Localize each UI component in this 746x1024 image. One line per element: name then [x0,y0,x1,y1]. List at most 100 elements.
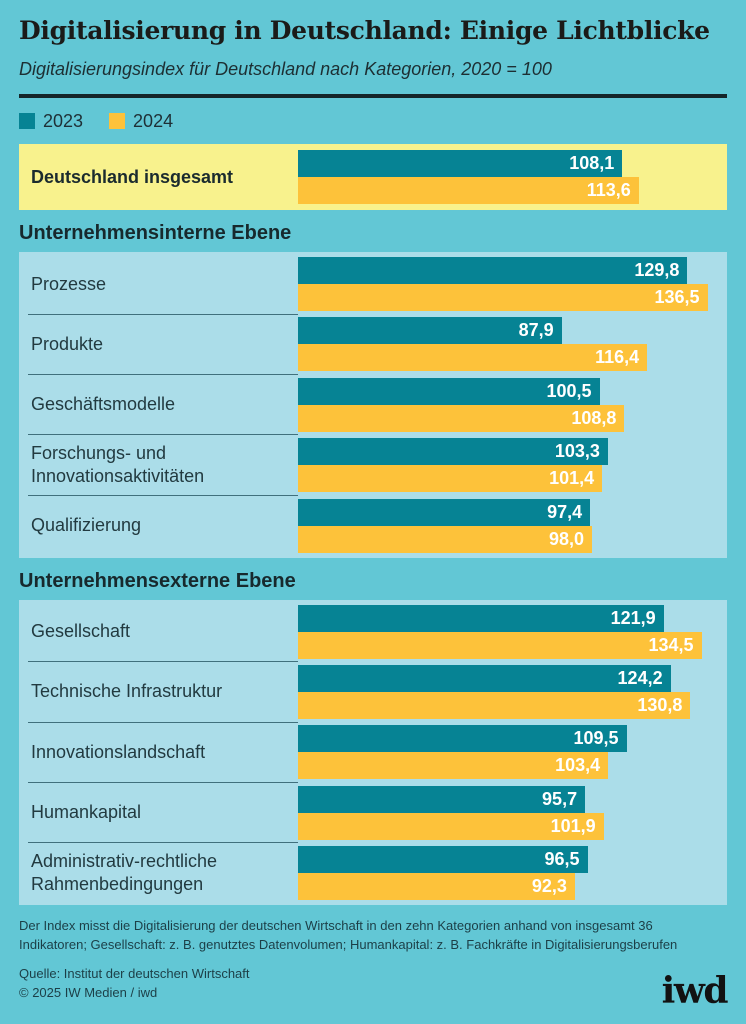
bar-2023: 108,1 [298,150,623,177]
bar-2024: 113,6 [298,177,639,204]
bar-2024: 98,0 [298,525,592,553]
row-separator [28,434,298,436]
bar-value-label: 136,5 [654,287,700,307]
bar-2023: 87,9 [298,317,562,345]
bar-stack: 109,5 103,4 [298,725,627,780]
page-title: Digitalisierung in Deutschland: Einige L… [19,16,710,45]
bar-stack: 124,2 130,8 [298,664,691,719]
bar-stack: 96,5 92,3 [298,846,588,900]
bar-stack: 108,1 113,6 [298,150,639,204]
group-panel-1: Prozesse 129,8 136,5 Produkte 87,9 116,4 Gesch… [19,252,727,558]
legend-item-2024: 2024 [109,111,173,132]
bar-stack: 103,3 101,4 [298,438,608,493]
bar-2023: 109,5 [298,725,627,753]
bar-2024: 134,5 [298,631,702,659]
bar-2023: 124,2 [298,664,671,692]
row-separator [28,313,298,315]
group-header-2: Unternehmensexterne Ebene [19,569,296,592]
legend-swatch-2023 [19,113,35,129]
bar-value-label: 100,5 [546,380,592,401]
source-line: Quelle: Institut der deutschen Wirtschaf… [19,965,250,981]
chart-row: Humankapital 95,7 101,9 [19,785,727,840]
legend: 2023 2024 [19,111,727,131]
bar-value-label: 129,8 [634,260,680,280]
bar-2024: 108,8 [298,404,625,432]
bar-value-label: 109,5 [573,728,619,749]
bar-2024: 136,5 [298,284,708,311]
bar-2024: 101,4 [298,465,603,493]
category-label: Gesellschaft [31,621,131,641]
copyright-line: © 2025 IW Medien / iwd [19,984,158,1000]
bar-stack: 87,9 116,4 [298,317,648,372]
bar-value-label: 108,8 [571,407,617,428]
chart-row: Produkte 87,9 116,4 [19,317,727,372]
row-deutschland-insgesamt: Deutschland insgesamt 108,1 113,6 [19,144,727,210]
bar-stack: 100,5 108,8 [298,377,625,432]
category-label: Prozesse [31,273,107,294]
chart-row: Qualifizierung 97,4 98,0 [19,498,727,553]
chart-row: Forschungs- und Innovationsaktivitäten 10… [19,438,727,493]
iwd-logo: iwd [661,970,729,1012]
bar-value-label: 92,3 [531,876,567,896]
bar-2023: 96,5 [298,846,588,873]
category-label: Produkte [31,333,104,354]
category-label: Geschäftsmodelle [31,394,176,415]
chart-subtitle: Digitalisierungsindex für Deutschland na… [19,59,552,79]
bar-2024: 101,9 [298,812,604,840]
category-label: Humankapital [31,802,142,823]
bar-stack: 97,4 98,0 [298,498,592,553]
bar-value-label: 130,8 [637,694,683,715]
bar-2024: 103,4 [298,752,609,780]
bar-value-label: 96,5 [544,849,580,869]
bar-2023: 129,8 [298,257,688,284]
category-label: Innovationslandschaft [31,741,206,762]
category-label: Administrativ-rechtliche Rahmenbedingung… [31,851,218,894]
bar-stack: 121,9 134,5 [298,604,702,659]
group-header-1: Unternehmensinterne Ebene [19,222,292,244]
bar-2023: 97,4 [298,498,591,526]
row-separator [28,781,298,783]
row-separator [28,661,298,663]
bar-2024: 92,3 [298,873,575,900]
chart-row: Administrativ-rechtliche Rahmenbedingung… [19,846,727,900]
category-label: Forschungs- und Innovationsaktivitäten [31,443,205,487]
bar-value-label: 97,4 [547,501,583,522]
legend-item-2023: 2023 [19,111,83,132]
bar-chart: Deutschland insgesamt 108,1 113,6 Unternehm… [19,144,727,905]
category-label: Technische Infrastruktur [31,681,223,702]
chart-row: Prozesse 129,8 136,5 [19,257,727,311]
chart-row: Gesellschaft 121,9 134,5 [19,604,727,659]
bar-value-label: 134,5 [648,634,694,655]
bar-value-label: 124,2 [617,667,663,688]
bar-value-label: 116,4 [595,347,640,368]
bar-value-label: 95,7 [542,788,578,809]
category-label: Qualifizierung [31,515,142,535]
footnote: Der Index misst die Digitalisierung der … [19,918,678,952]
bar-2024: 116,4 [298,344,648,372]
legend-label: 2023 [43,110,84,131]
bar-stack: 95,7 101,9 [298,785,604,840]
chart-row: Innovationslandschaft 109,5 103,4 [19,725,727,780]
bar-2023: 95,7 [298,785,586,813]
bar-value-label: 108,1 [569,153,615,173]
bar-2024: 130,8 [298,691,691,719]
bar-2023: 100,5 [298,377,600,405]
row-separator [28,721,298,723]
divider-line [19,94,727,98]
bar-value-label: 103,4 [555,755,601,776]
category-label: Deutschland insgesamt [31,166,234,187]
bar-value-label: 87,9 [518,320,554,341]
bar-value-label: 113,6 [586,180,631,200]
chart-row: Technische Infrastruktur 124,2 130,8 [19,664,727,719]
bar-value-label: 98,0 [548,528,584,549]
legend-label: 2024 [133,110,174,131]
row-separator [28,374,298,376]
row-separator [28,494,298,496]
group-panel-2: Gesellschaft 121,9 134,5 Technische Infrast… [19,599,727,905]
bar-2023: 103,3 [298,438,608,466]
bar-2023: 121,9 [298,604,664,632]
bar-value-label: 103,3 [554,441,600,462]
bar-value-label: 101,4 [549,468,595,489]
bar-value-label: 101,9 [550,815,596,836]
